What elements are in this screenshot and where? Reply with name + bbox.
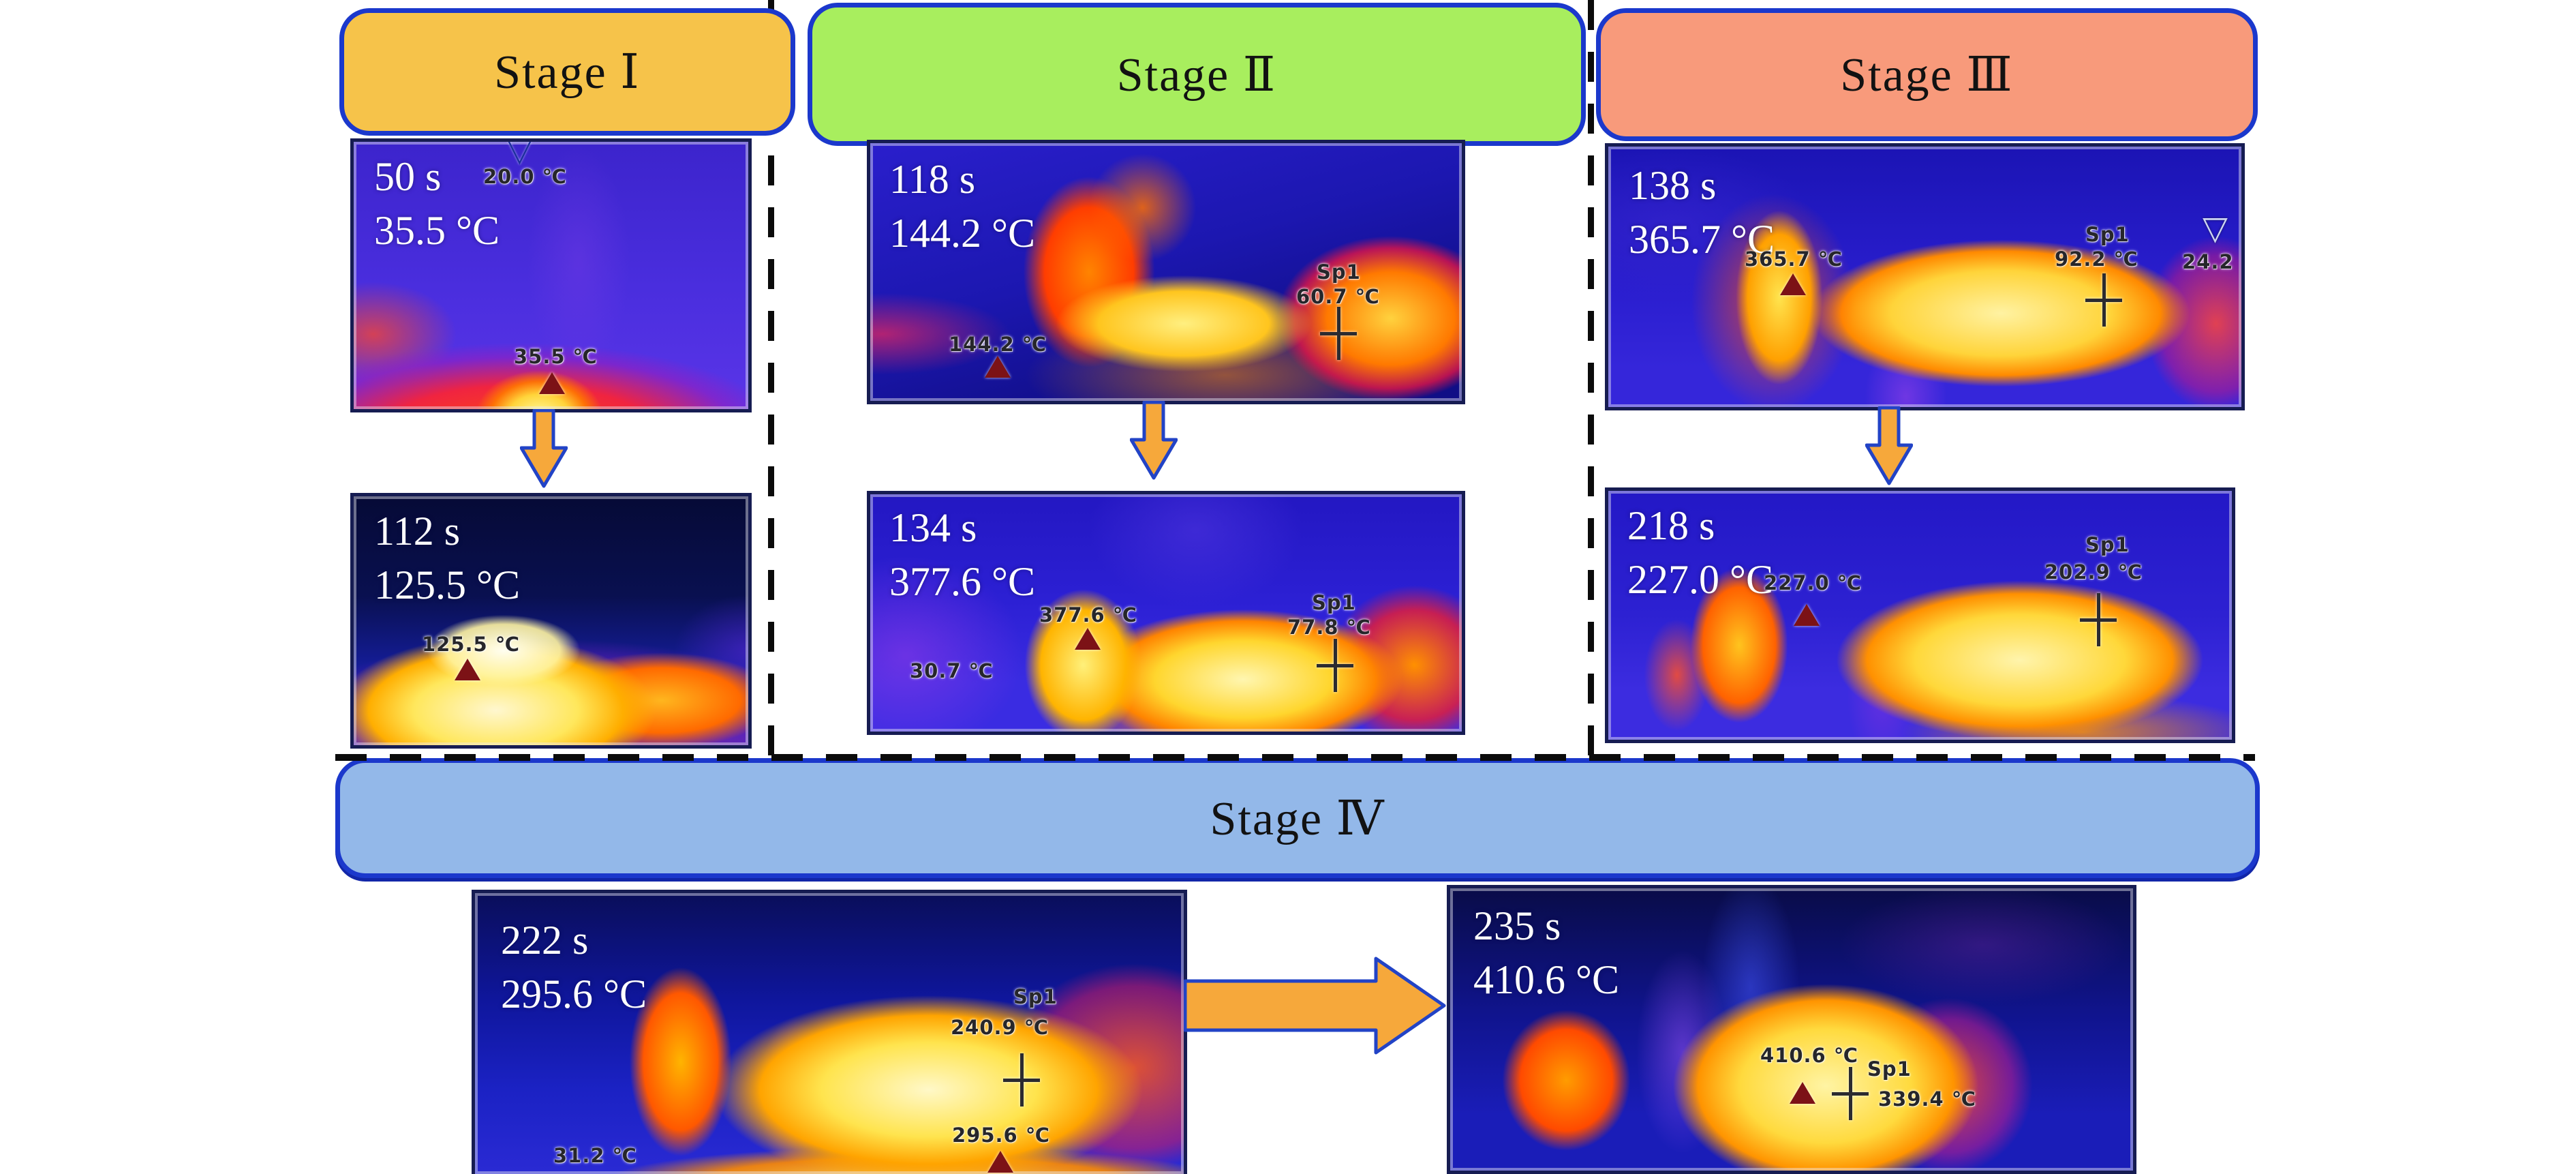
time-label: 222 s (501, 918, 589, 963)
spot-temp-label: 339.4 ℃ (1878, 1087, 1976, 1111)
time-label: 50 s (374, 154, 442, 199)
thermal-image-stage1-frame1: 50 s 35.5 °C ▽ 20.0 ℃ 35.5 ℃ (350, 138, 752, 412)
max-marker-icon (1790, 1082, 1815, 1104)
max-marker-icon (1075, 628, 1101, 650)
max-marker-icon (985, 356, 1011, 378)
spot-name-label: Sp1 (2085, 223, 2130, 246)
spot-name-label: Sp1 (1013, 985, 1058, 1008)
ir-min-label: 31.2 ℃ (553, 1144, 637, 1167)
spot-cross-icon (1832, 1067, 1869, 1120)
stage-4-header: Stage Ⅳ (335, 758, 2260, 878)
spot-name-label: Sp1 (1317, 260, 1361, 284)
stage-2-label: Stage Ⅱ (1116, 48, 1277, 102)
max-marker-icon (539, 372, 565, 394)
max-temp-label: 410.6 °C (1473, 957, 1620, 1003)
ir-max-label: 144.2 ℃ (949, 333, 1047, 356)
spot-temp-label: 77.8 ℃ (1287, 616, 1371, 639)
thermal-image-stage1-frame2: 112 s 125.5 °C 125.5 ℃ (350, 493, 752, 749)
down-arrow-icon-stage2 (1129, 400, 1178, 483)
thermal-image-stage4-frame1: 222 s 295.6 °C Sp1 240.9 ℃ 295.6 ℃ 31.2 … (472, 890, 1187, 1174)
thermal-image-stage3-frame1: 138 s 365.7 °C 365.7 ℃ Sp1 92.2 ℃ ▽ 24.2 (1605, 143, 2245, 410)
max-marker-icon (1794, 604, 1820, 626)
ir-max-label: 410.6 ℃ (1760, 1044, 1858, 1067)
time-temp-label: 138 s 365.7 °C (1629, 159, 1775, 267)
max-temp-label: 295.6 °C (501, 972, 647, 1017)
spot-cross-icon (1003, 1053, 1040, 1107)
time-label: 134 s (889, 505, 977, 550)
max-temp-label: 377.6 °C (889, 559, 1036, 605)
max-temp-label: 125.5 °C (374, 562, 521, 608)
time-label: 138 s (1629, 163, 1717, 208)
time-temp-label: 218 s 227.0 °C (1627, 499, 1773, 607)
ir-edge-label: 24.2 (2182, 250, 2234, 273)
time-temp-label: 222 s 295.6 °C (501, 914, 647, 1021)
max-temp-label: 227.0 °C (1627, 557, 1774, 603)
spot-name-label: Sp1 (1312, 591, 1356, 614)
down-arrow-icon-stage3 (1865, 406, 1914, 489)
thermal-image-stage2-frame2: 134 s 377.6 °C 377.6 ℃ Sp1 77.8 ℃ 30.7 ℃ (867, 491, 1465, 735)
right-arrow-icon-stage4 (1183, 956, 1446, 1059)
ir-ambient-label: 20.0 ℃ (483, 165, 567, 188)
stage-2-header: Stage Ⅱ (808, 3, 1586, 146)
spot-name-label: Sp1 (2085, 533, 2130, 556)
time-label: 218 s (1627, 503, 1715, 548)
ir-min-label: 30.7 ℃ (910, 659, 994, 682)
spot-cross-icon (2080, 593, 2117, 646)
spot-temp-label: 202.9 ℃ (2044, 560, 2143, 584)
stage-1-label: Stage Ⅰ (494, 46, 641, 99)
stage-divider-vertical-2 (1588, 0, 1594, 758)
stage-3-label: Stage Ⅲ (1840, 49, 2014, 102)
ir-max-label: 365.7 ℃ (1745, 247, 1843, 271)
max-marker-icon (987, 1151, 1013, 1173)
min-marker-icon: ▽ (2203, 209, 2228, 247)
ir-max-label: 125.5 ℃ (422, 633, 520, 656)
ambient-marker-icon: ▽ (507, 138, 532, 169)
max-marker-icon (1780, 273, 1806, 295)
stage-4-label: Stage Ⅳ (1210, 792, 1385, 845)
spot-temp-label: 60.7 ℃ (1296, 285, 1380, 308)
ir-max-label: 377.6 ℃ (1039, 603, 1137, 627)
stage-divider-vertical-1 (768, 0, 774, 758)
time-temp-label: 50 s 35.5 °C (374, 150, 500, 258)
down-arrow-icon-stage1 (519, 408, 568, 492)
stage-1-header: Stage Ⅰ (339, 8, 795, 136)
time-temp-label: 118 s 144.2 °C (889, 153, 1035, 260)
ir-max-label: 35.5 ℃ (514, 345, 598, 368)
spot-cross-icon (1317, 639, 1353, 692)
time-temp-label: 134 s 377.6 °C (889, 501, 1035, 609)
max-marker-icon (455, 659, 480, 680)
time-label: 118 s (889, 157, 976, 202)
spot-name-label: Sp1 (1867, 1057, 1912, 1081)
ir-max-label: 227.0 ℃ (1764, 571, 1862, 594)
max-temp-label: 144.2 °C (889, 211, 1036, 256)
stage-3-header: Stage Ⅲ (1596, 8, 2258, 141)
ir-max-label: 295.6 ℃ (952, 1124, 1050, 1147)
spot-temp-label: 92.2 ℃ (2055, 247, 2138, 271)
time-label: 235 s (1473, 903, 1561, 948)
spot-temp-label: 240.9 ℃ (951, 1016, 1049, 1039)
time-label: 112 s (374, 509, 461, 554)
time-temp-label: 235 s 410.6 °C (1473, 899, 1619, 1007)
max-temp-label: 365.7 °C (1629, 217, 1775, 262)
spot-cross-icon (1320, 307, 1357, 360)
spot-cross-icon (2085, 273, 2122, 327)
time-temp-label: 112 s 125.5 °C (374, 505, 520, 612)
stage-divider-horizontal (335, 754, 2255, 761)
thermal-image-stage3-frame2: 218 s 227.0 °C 227.0 ℃ Sp1 202.9 ℃ (1605, 487, 2235, 743)
max-temp-label: 35.5 °C (374, 208, 500, 254)
thermal-image-stage4-frame2: 235 s 410.6 °C 410.6 ℃ Sp1 339.4 ℃ (1447, 885, 2136, 1174)
thermal-image-stage2-frame1: 118 s 144.2 °C 144.2 ℃ Sp1 60.7 ℃ (867, 140, 1465, 404)
